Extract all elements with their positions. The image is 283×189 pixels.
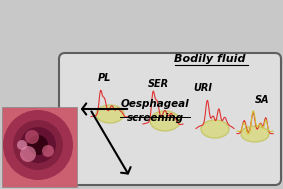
Text: SER: SER [148, 79, 169, 89]
Circle shape [13, 120, 63, 170]
Text: Oesphageal
screening: Oesphageal screening [121, 99, 189, 123]
Bar [2, 107, 77, 187]
Text: URI: URI [193, 83, 212, 93]
Text: PL: PL [98, 73, 112, 83]
Circle shape [25, 130, 39, 144]
Circle shape [20, 127, 56, 163]
Circle shape [17, 140, 27, 150]
FancyBboxPatch shape [59, 53, 281, 185]
Circle shape [42, 145, 54, 157]
Ellipse shape [241, 126, 269, 142]
Text: SA: SA [255, 95, 269, 105]
Circle shape [20, 146, 36, 162]
Circle shape [3, 110, 73, 180]
Ellipse shape [150, 111, 180, 131]
Text: Bodily fluid: Bodily fluid [174, 54, 246, 64]
Ellipse shape [201, 120, 229, 138]
Ellipse shape [96, 105, 124, 123]
Circle shape [28, 135, 48, 155]
